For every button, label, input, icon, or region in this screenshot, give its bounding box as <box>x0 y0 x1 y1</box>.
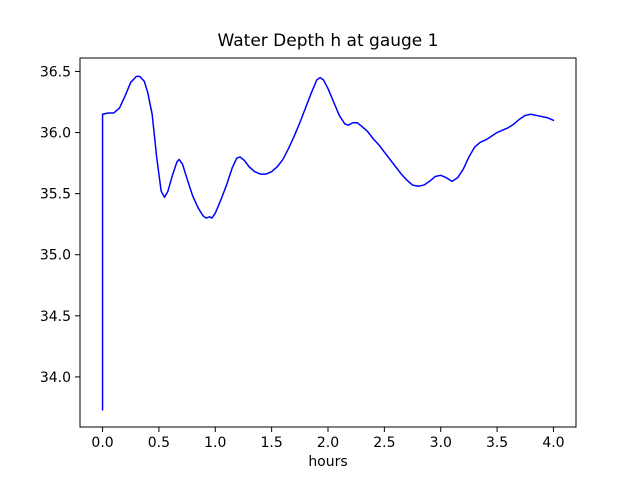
x-tick-label: 0.5 <box>148 435 170 451</box>
x-tick-label: 4.0 <box>542 435 564 451</box>
y-tick-label: 36.0 <box>40 126 71 142</box>
y-tick-label: 35.5 <box>40 187 71 203</box>
x-tick-label: 1.5 <box>261 435 283 451</box>
x-tick-label: 1.0 <box>204 435 226 451</box>
chart-title: Water Depth h at gauge 1 <box>218 31 439 51</box>
x-axis-label: hours <box>308 454 347 470</box>
plot-area <box>80 58 576 427</box>
x-tick-label: 0.0 <box>91 435 113 451</box>
x-tick-label: 2.0 <box>317 435 339 451</box>
x-tick-label: 3.5 <box>486 435 508 451</box>
y-tick-label: 34.0 <box>40 370 71 386</box>
y-tick-label: 34.5 <box>40 309 71 325</box>
y-tick-label: 35.0 <box>40 248 71 264</box>
data-line <box>101 75 555 411</box>
x-tick-label: 3.0 <box>430 435 452 451</box>
x-tick-label: 2.5 <box>373 435 395 451</box>
y-tick-label: 36.5 <box>40 64 71 80</box>
axes-frame <box>79 57 577 428</box>
